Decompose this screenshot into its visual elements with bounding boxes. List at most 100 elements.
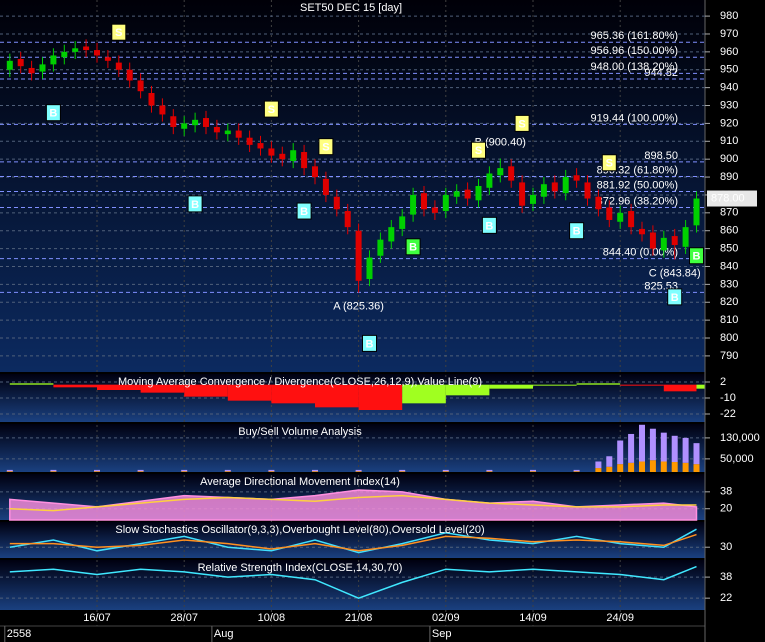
volume-bar [606, 456, 613, 467]
volume-bar [682, 437, 689, 463]
macd-bar [696, 384, 705, 389]
candle-body [148, 93, 155, 106]
volume-bar [649, 460, 656, 472]
volume-bar [595, 461, 602, 469]
signal-label: S [115, 27, 122, 39]
level-label: 948.00 (138.20%) [591, 61, 678, 73]
y-tick-label: 980 [720, 10, 738, 22]
y-tick-label: 20 [720, 503, 732, 515]
candle-body [606, 207, 613, 220]
y-tick-label: 900 [720, 153, 738, 165]
candle-body [279, 153, 286, 160]
x-tick-label: 02/09 [432, 612, 460, 624]
candle-body [595, 196, 602, 210]
signal-label: S [268, 104, 275, 116]
candle-body [519, 182, 526, 206]
signal-label: S [322, 142, 329, 154]
candle-body [421, 193, 427, 210]
volume-bar [50, 469, 57, 472]
y-tick-label: 830 [720, 278, 738, 290]
candle-body [39, 64, 46, 72]
candle-body [464, 189, 471, 199]
candle-body [257, 143, 264, 149]
candle-body [649, 232, 656, 249]
macd-bar [445, 384, 490, 396]
candle-body [246, 137, 253, 145]
signal-box [187, 195, 203, 213]
x-tick-label: 14/09 [519, 612, 547, 624]
last-price-box [707, 190, 757, 207]
candle-body [83, 46, 90, 51]
y-tick-label: 820 [720, 296, 738, 308]
volume-bar [355, 471, 362, 472]
volume-bar [181, 469, 188, 472]
volume-bar [268, 471, 275, 472]
candle-body [530, 194, 536, 204]
level-label: 919.44 (100.00%) [591, 112, 678, 124]
y-tick-label: 22 [720, 592, 732, 604]
volume-bar [399, 471, 406, 472]
volume-bar [660, 432, 667, 462]
candle-body [159, 105, 166, 115]
candle-body [584, 182, 591, 199]
y-tick-label: 930 [720, 99, 738, 111]
volume-bar [50, 471, 57, 472]
x-tick-label: 24/09 [606, 612, 634, 624]
candle-body [50, 55, 57, 65]
candle-body [366, 257, 373, 279]
signal-label: B [409, 242, 417, 254]
candle-body [508, 166, 515, 181]
macd-bar [97, 384, 141, 390]
candle-body [203, 118, 209, 127]
y-tick-label: 920 [720, 117, 738, 129]
candle-body [639, 228, 645, 235]
volume-bar [671, 462, 678, 472]
macd-bar [358, 384, 403, 410]
candle-body [540, 184, 547, 197]
volume-bar [268, 469, 275, 472]
y-tick-label: 38 [720, 571, 732, 583]
volume-bar [530, 469, 536, 472]
y-tick-label: 30 [720, 541, 732, 553]
volume-bar [617, 464, 624, 472]
candle-body [333, 196, 340, 210]
signal-label: B [693, 251, 701, 263]
signal-label: S [606, 158, 613, 170]
candle-body [388, 227, 395, 242]
panel-title: Buy/Sell Volume Analysis [238, 426, 362, 438]
signal-box [689, 247, 704, 265]
period-label: Sep [432, 628, 452, 640]
candle-body [170, 116, 177, 127]
volume-bar [639, 424, 645, 462]
rsi-panel-bg [0, 560, 705, 610]
volume-bar [312, 471, 318, 472]
candle-body [410, 194, 417, 215]
y-tick-label: 130,000 [720, 432, 760, 444]
candle-body [94, 50, 100, 56]
x-tick-label: 16/07 [83, 612, 111, 624]
level-label: 890.32 (61.80%) [597, 164, 678, 176]
volume-bar [137, 471, 144, 472]
candle-body [312, 166, 318, 178]
volume-bar [693, 464, 700, 472]
volume-bar [486, 469, 493, 472]
annotation: C (843.84) [649, 268, 701, 280]
volume-bar [660, 461, 667, 472]
candle-body [486, 173, 493, 188]
y-tick-label: 2 [720, 376, 726, 388]
candle-body [290, 150, 297, 161]
y-tick-label: 910 [720, 135, 738, 147]
candle-body [355, 230, 362, 281]
signal-box [405, 238, 421, 256]
annotation: A (825.36) [333, 301, 384, 313]
y-tick-label: 810 [720, 314, 738, 326]
signal-label: B [49, 108, 57, 120]
y-tick-label: 860 [720, 225, 738, 237]
signal-box [318, 138, 334, 156]
volume-bar [94, 471, 100, 472]
signal-box [667, 288, 683, 306]
candle-body [6, 60, 13, 70]
candle-body [28, 67, 35, 74]
candle-body [213, 126, 220, 133]
